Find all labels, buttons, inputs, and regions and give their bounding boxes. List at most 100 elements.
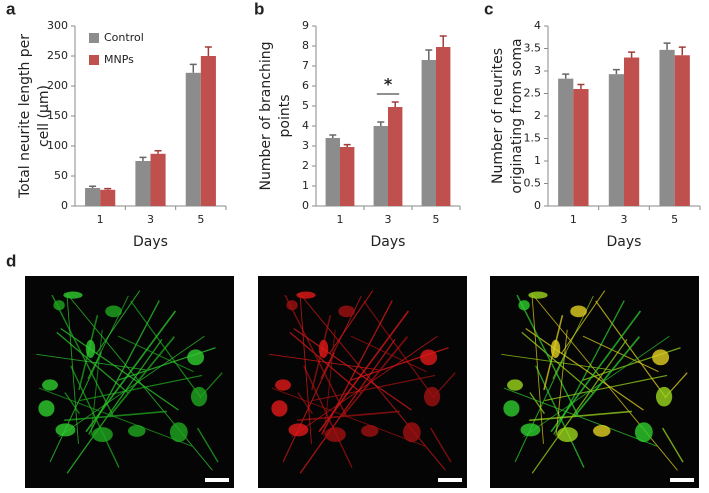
y-axis-title: originating from soma [509, 38, 525, 193]
bar [85, 188, 101, 206]
neurite [503, 387, 658, 447]
scale-bar [205, 478, 229, 482]
soma [288, 423, 309, 437]
soma [38, 400, 55, 417]
soma [91, 427, 113, 443]
bar [373, 126, 388, 206]
neurite [67, 295, 213, 471]
soma [286, 300, 298, 311]
panel-label: d [6, 251, 16, 270]
neurite [64, 410, 167, 422]
scale-bar [438, 478, 462, 482]
y-tick-label: 300 [47, 19, 68, 32]
soma [593, 424, 611, 437]
neurite [299, 293, 312, 444]
bar [135, 161, 151, 206]
y-tick-label: 1.5 [524, 132, 542, 145]
x-tick-label: 5 [671, 213, 678, 226]
neurite [64, 392, 80, 415]
neurite [300, 295, 446, 471]
soma [271, 400, 288, 417]
x-tick-label: 1 [570, 213, 577, 226]
soma [518, 300, 530, 311]
x-axis-title: Days [607, 234, 642, 250]
neurite [529, 392, 545, 415]
neurite [582, 335, 659, 373]
neurite [284, 294, 347, 416]
error-bar [391, 101, 399, 107]
neurite [552, 295, 594, 379]
soma [338, 305, 355, 318]
y-axis-title: Number of neurites [490, 48, 506, 184]
neurite [595, 300, 667, 399]
y-axis-title: points [277, 95, 293, 138]
neurite [130, 300, 202, 399]
neurite [363, 300, 435, 399]
neurite [531, 338, 628, 474]
y-tick-label: 2 [302, 159, 309, 172]
y-tick-label: 5 [302, 99, 309, 112]
neurite [523, 335, 670, 438]
soma [361, 424, 379, 437]
y-tick-label: 0.5 [524, 177, 542, 190]
x-axis-title: Days [133, 234, 168, 250]
neurite [303, 365, 353, 468]
neurite [429, 427, 452, 463]
neurite [555, 329, 568, 437]
y-tick-label: 4 [534, 19, 541, 32]
legend-swatch [89, 33, 99, 43]
panel-label: a [6, 0, 16, 18]
y-tick-label: 0 [534, 199, 541, 212]
neurite [661, 427, 684, 463]
soma [420, 349, 438, 366]
y-tick-label: 6 [302, 79, 309, 92]
y-axis-title: Number of branching [258, 42, 274, 191]
neurite [95, 290, 141, 355]
soma [275, 379, 291, 391]
soma [128, 424, 146, 437]
soma [652, 349, 670, 366]
error-bar [139, 156, 147, 161]
neurite [535, 365, 585, 468]
y-tick-label: 100 [47, 139, 68, 152]
soma [105, 305, 122, 318]
error-bar [562, 73, 570, 79]
soma [507, 379, 523, 391]
y-tick-label: 2 [534, 109, 541, 122]
error-bar [89, 185, 97, 188]
y-tick-label: 3 [302, 139, 309, 152]
annotation: * [384, 75, 393, 94]
error-bar [628, 51, 636, 58]
soma [42, 379, 58, 391]
neurite [60, 328, 179, 411]
error-bar [343, 143, 351, 147]
x-tick-label: 3 [621, 213, 628, 226]
error-bar [189, 63, 197, 73]
error-bar [154, 150, 162, 154]
soma [85, 339, 96, 359]
x-tick-label: 5 [197, 213, 204, 226]
y-tick-label: 1 [302, 179, 309, 192]
neurite [532, 295, 678, 471]
neurite [341, 336, 409, 417]
neurite [531, 293, 544, 444]
neurite [291, 335, 438, 438]
error-bar [425, 49, 433, 60]
neurite [299, 338, 396, 474]
bar [340, 147, 355, 206]
y-tick-label: 0 [302, 199, 309, 212]
soma [655, 386, 673, 407]
neurite [573, 336, 641, 417]
bar [573, 89, 589, 206]
soma [53, 300, 65, 311]
neurite [525, 328, 644, 411]
y-tick-label: 3 [534, 64, 541, 77]
legend-swatch [89, 55, 99, 65]
panel-label: c [484, 0, 493, 18]
soma [570, 305, 587, 318]
neurite [36, 353, 146, 371]
error-bar [104, 187, 112, 190]
error-bar [663, 42, 671, 50]
error-bar [439, 35, 447, 47]
